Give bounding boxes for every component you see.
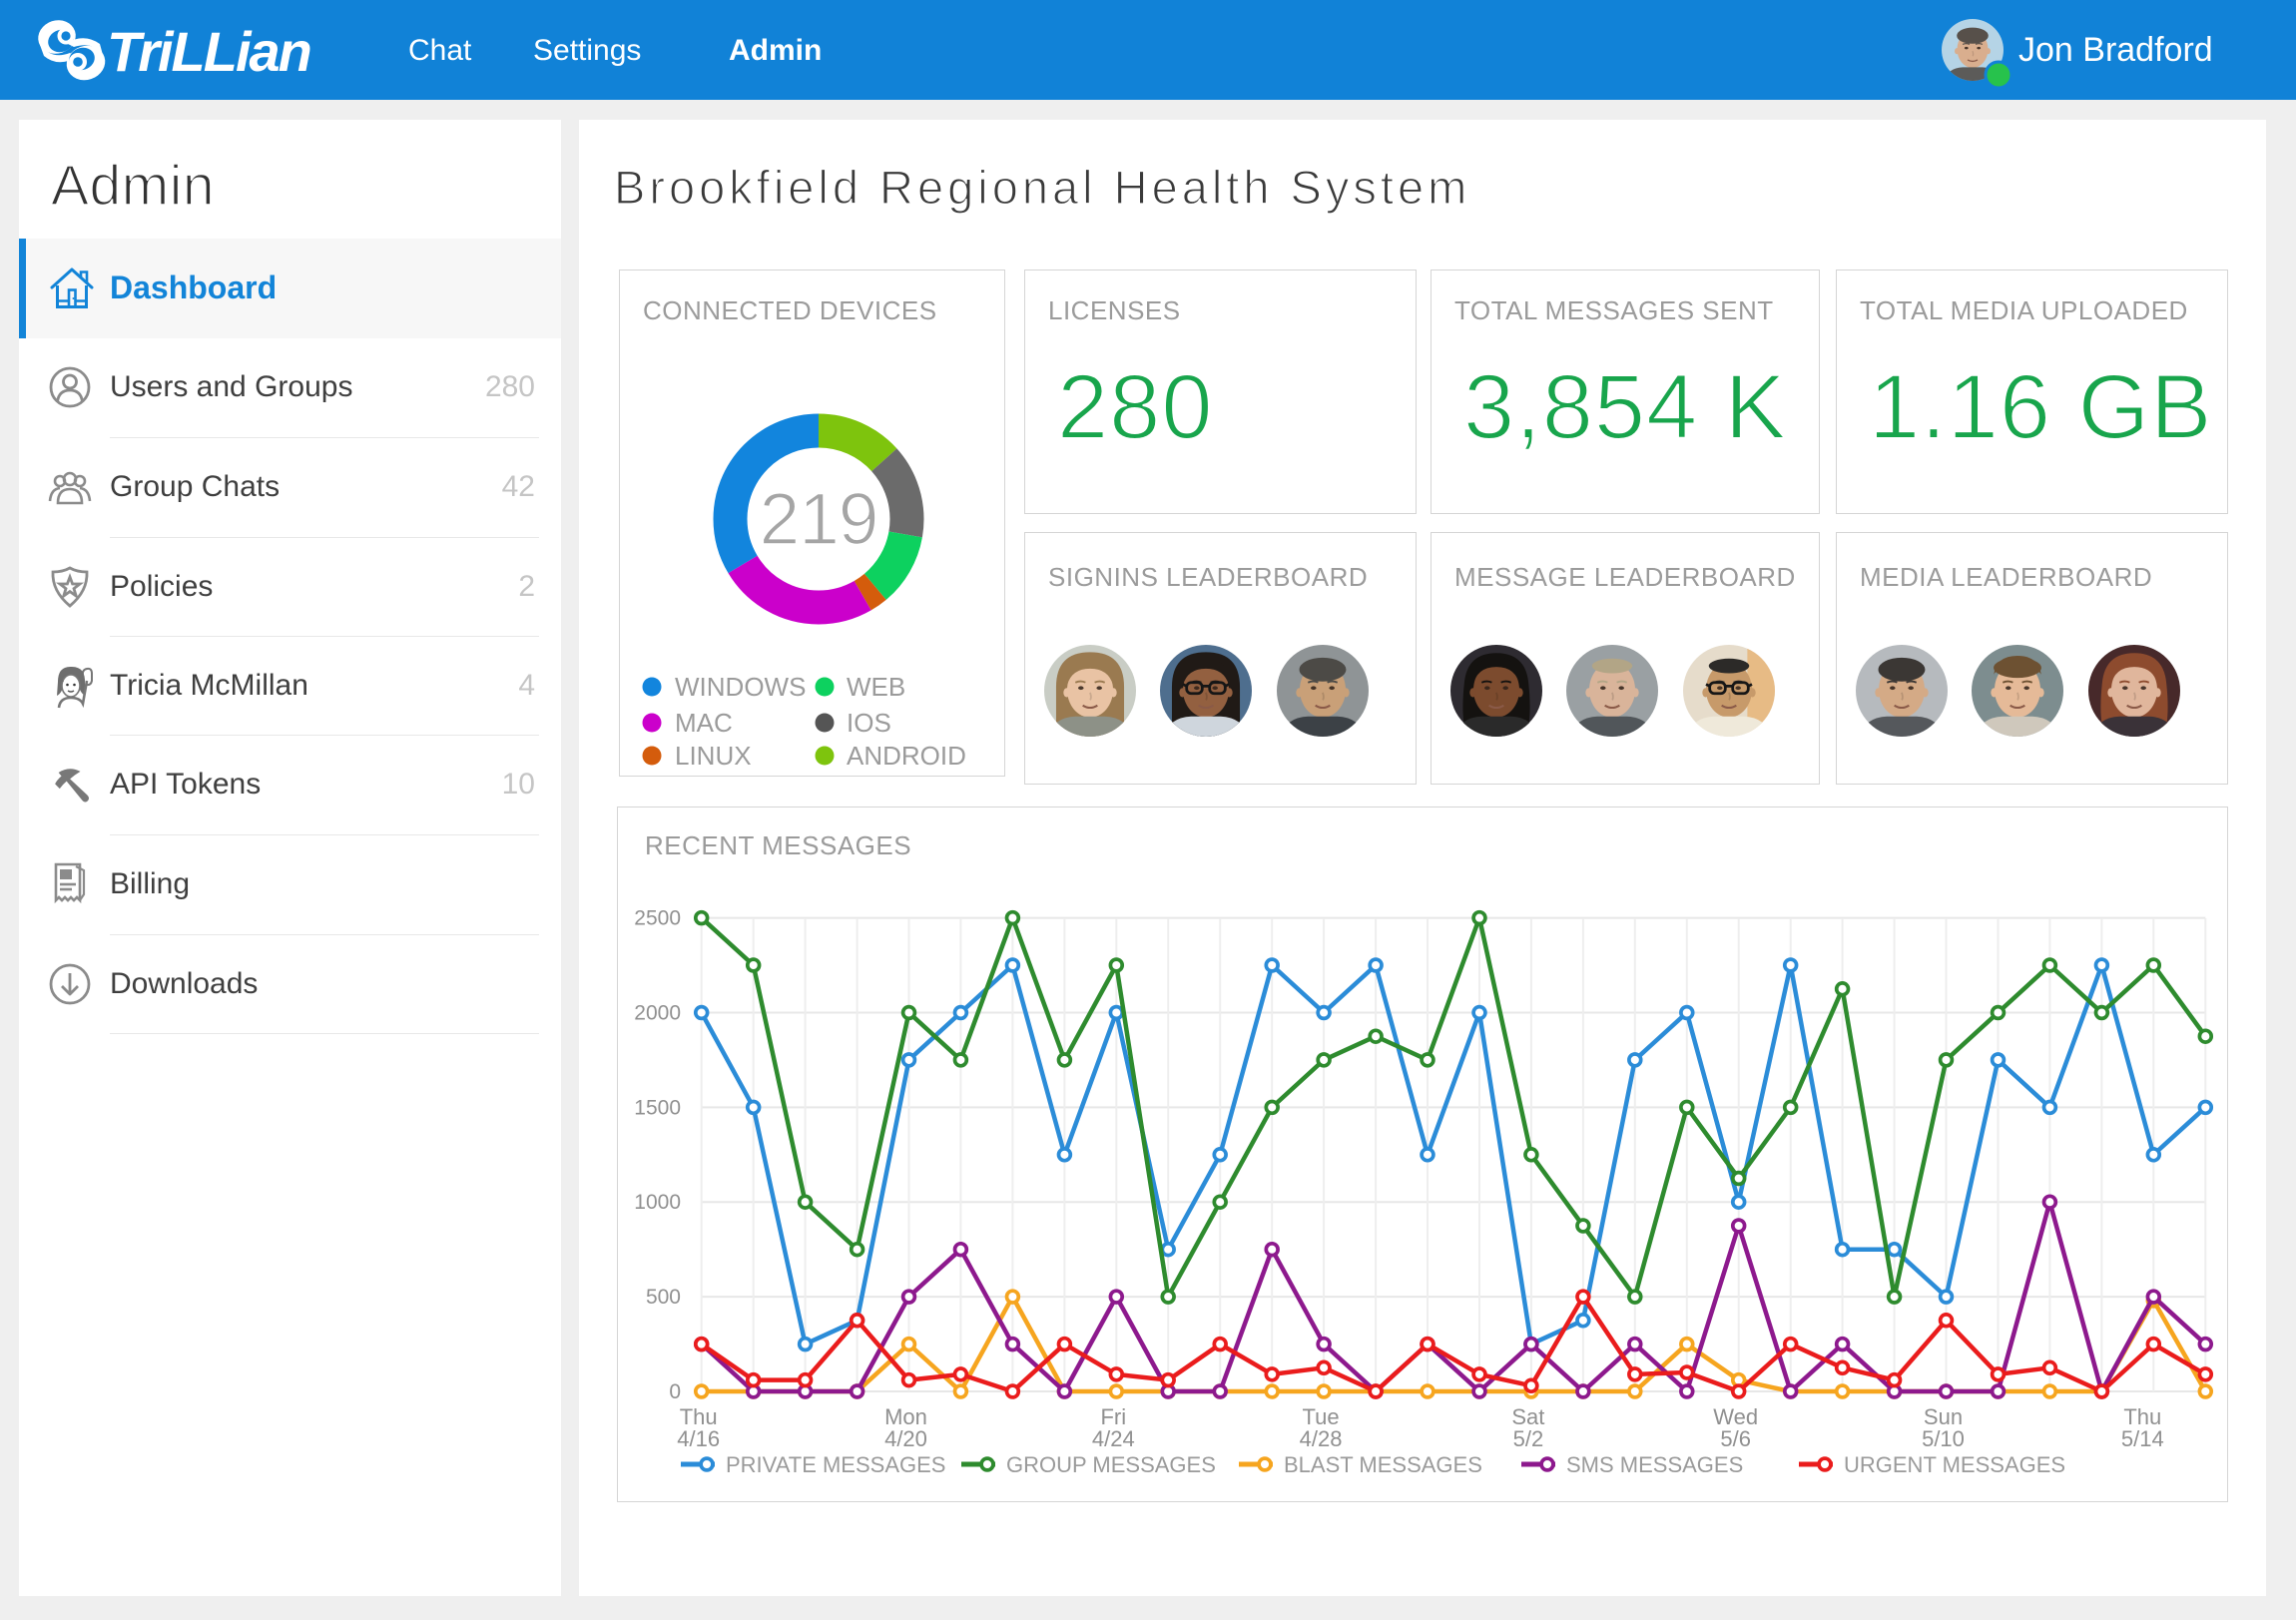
- svg-text:5/14: 5/14: [2121, 1426, 2164, 1451]
- svg-text:Wed: Wed: [1713, 1404, 1758, 1429]
- svg-text:BLAST MESSAGES: BLAST MESSAGES: [1284, 1452, 1482, 1477]
- svg-text:Sat: Sat: [1511, 1404, 1544, 1429]
- svg-text:1500: 1500: [634, 1096, 681, 1119]
- svg-text:Fri: Fri: [1100, 1404, 1126, 1429]
- svg-text:Sun: Sun: [1924, 1404, 1963, 1429]
- svg-text:Tue: Tue: [1303, 1404, 1340, 1429]
- svg-text:Thu: Thu: [680, 1404, 718, 1429]
- svg-text:ANDROID: ANDROID: [847, 741, 966, 771]
- svg-text:WINDOWS: WINDOWS: [675, 672, 806, 702]
- svg-text:GROUP MESSAGES: GROUP MESSAGES: [1006, 1452, 1216, 1477]
- svg-text:LINUX: LINUX: [675, 741, 752, 771]
- svg-text:4/16: 4/16: [677, 1426, 720, 1451]
- svg-text:1000: 1000: [634, 1191, 681, 1214]
- svg-text:4/24: 4/24: [1092, 1426, 1135, 1451]
- svg-text:PRIVATE MESSAGES: PRIVATE MESSAGES: [726, 1452, 945, 1477]
- svg-text:WEB: WEB: [847, 672, 905, 702]
- svg-text:TriLLian: TriLLian: [107, 20, 310, 83]
- svg-text:0: 0: [669, 1380, 681, 1403]
- svg-text:5/2: 5/2: [1513, 1426, 1544, 1451]
- svg-text:5/6: 5/6: [1720, 1426, 1751, 1451]
- svg-text:4/28: 4/28: [1300, 1426, 1343, 1451]
- svg-text:MAC: MAC: [675, 708, 733, 738]
- svg-text:2500: 2500: [634, 907, 681, 930]
- svg-text:Thu: Thu: [2123, 1404, 2161, 1429]
- svg-text:4/20: 4/20: [884, 1426, 927, 1451]
- svg-text:500: 500: [646, 1286, 681, 1309]
- svg-text:IOS: IOS: [847, 708, 891, 738]
- svg-text:URGENT MESSAGES: URGENT MESSAGES: [1844, 1452, 2065, 1477]
- svg-text:219: 219: [760, 479, 878, 560]
- svg-text:Mon: Mon: [884, 1404, 927, 1429]
- svg-text:5/10: 5/10: [1922, 1426, 1965, 1451]
- svg-text:2000: 2000: [634, 1002, 681, 1025]
- svg-text:SMS MESSAGES: SMS MESSAGES: [1566, 1452, 1743, 1477]
